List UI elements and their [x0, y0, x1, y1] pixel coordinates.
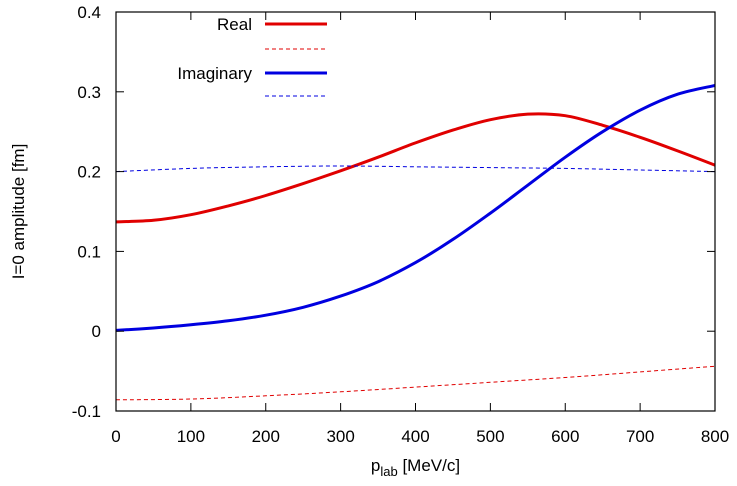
y-tick-label: -0.1	[72, 402, 101, 421]
plot-lines	[115, 83, 716, 401]
x-tick-label: 600	[551, 427, 579, 446]
x-tick-label: 700	[626, 427, 654, 446]
x-axis-label-subscript: lab	[380, 464, 397, 479]
x-axis-label: plab [MeV/c]	[371, 456, 460, 479]
x-tick-label: 800	[701, 427, 729, 446]
x-tick-label: 400	[401, 427, 429, 446]
y-tick-label: 0.2	[77, 163, 101, 182]
series-real-dashed	[115, 365, 716, 401]
x-tick-label: 0	[111, 427, 120, 446]
x-tick-label: 300	[326, 427, 354, 446]
y-tick-label: 0.1	[77, 242, 101, 261]
series-imaginary-dashed	[115, 165, 716, 173]
series-real-solid	[115, 112, 716, 224]
x-tick-label: 500	[476, 427, 504, 446]
x-tick-label: 100	[177, 427, 205, 446]
legend-label: Real	[217, 15, 252, 34]
x-axis-label-main: p	[371, 456, 380, 475]
ticks: 0 100 200 300 400 500 600 700 800 -0.1 0 0.1 0.2 0.3 0…	[72, 3, 729, 446]
legend-label: Imaginary	[177, 64, 252, 83]
series-imaginary-solid	[115, 83, 716, 332]
x-axis-label-unit: [MeV/c]	[398, 456, 460, 475]
x-tick-label: 200	[252, 427, 280, 446]
y-tick-label: 0.4	[77, 3, 101, 22]
y-axis-label: I=0 amplitude [fm]	[9, 144, 28, 280]
y-tick-label: 0.3	[77, 83, 101, 102]
legend: Real Imaginary	[177, 15, 327, 97]
y-tick-label: 0	[92, 322, 101, 341]
